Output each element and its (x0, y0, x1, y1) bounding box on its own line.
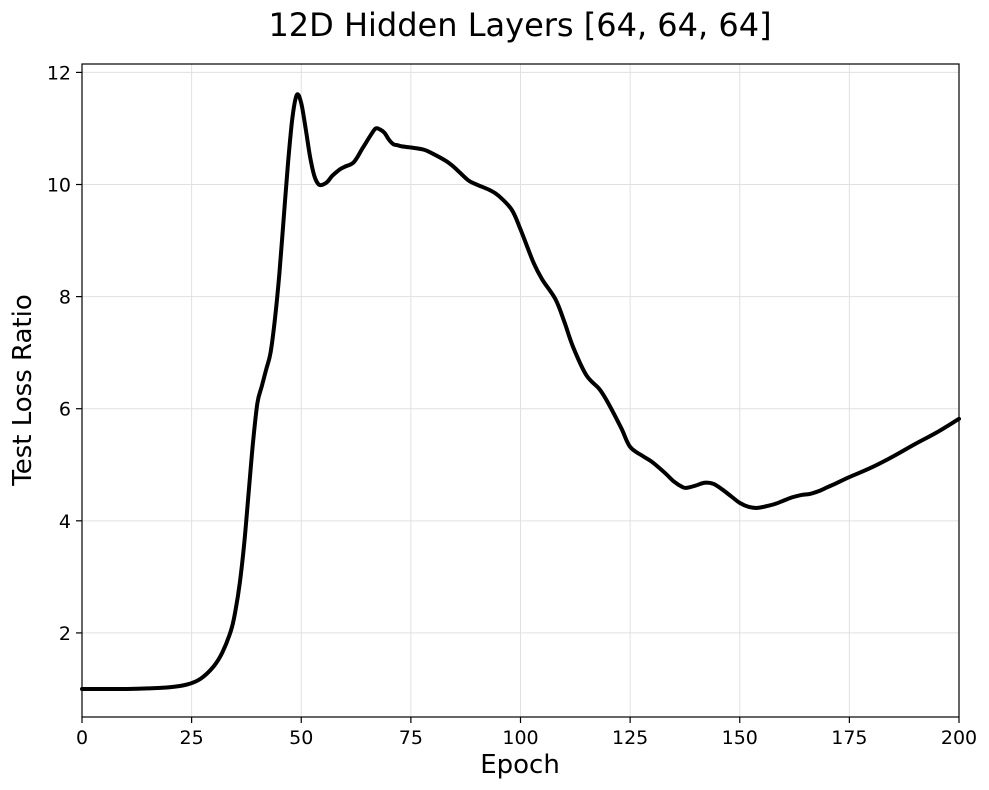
y-tick-label: 2 (59, 623, 71, 645)
series-line (80, 92, 961, 692)
x-tick-label: 175 (831, 727, 867, 749)
x-tick-label: 200 (941, 727, 977, 749)
y-tick-label: 4 (59, 511, 71, 533)
y-tick-label: 6 (59, 399, 71, 421)
grid (81, 64, 960, 717)
x-tick-label: 150 (722, 727, 758, 749)
x-tick-label: 75 (399, 727, 423, 749)
chart-title: 12D Hidden Layers [64, 64, 64] (268, 6, 771, 44)
axis-ticks: 0 25 50 75 100 125 150 175 200 2 4 6 8 10 12 (47, 62, 977, 749)
y-tick-label: 12 (47, 62, 71, 84)
x-tick-label: 100 (502, 727, 538, 749)
x-tick-label: 0 (76, 727, 88, 749)
x-axis-label: Epoch (480, 750, 560, 780)
plot-frame (81, 63, 960, 718)
y-tick-label: 8 (59, 287, 71, 309)
y-tick-label: 10 (47, 175, 71, 197)
series-group (80, 92, 961, 692)
y-axis-label: Test Loss Ratio (8, 294, 38, 487)
x-tick-label: 50 (289, 727, 313, 749)
x-tick-label: 125 (612, 727, 648, 749)
x-tick-label: 25 (180, 727, 204, 749)
